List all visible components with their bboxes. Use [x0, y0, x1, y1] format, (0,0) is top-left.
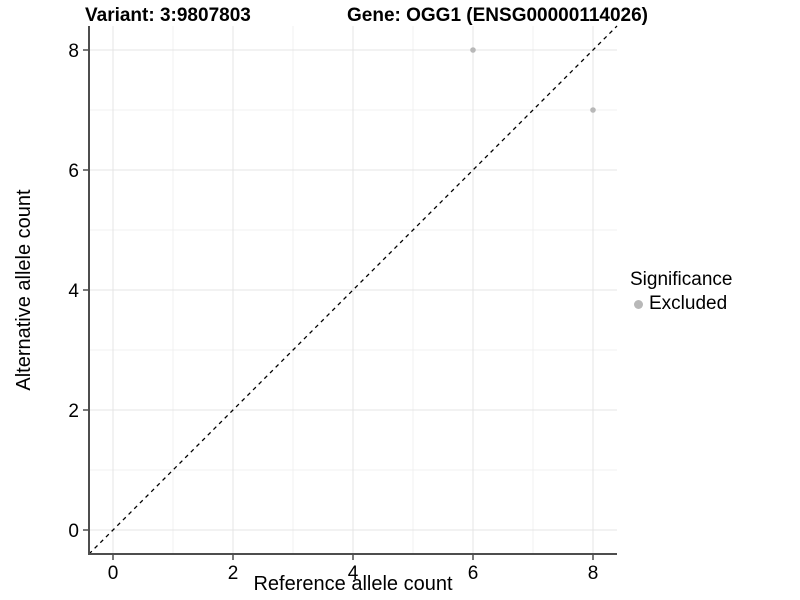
- plot-title-variant: Variant: 3:9807803: [85, 5, 251, 26]
- x-tick-label: 8: [588, 563, 599, 584]
- y-tick-label: 2: [68, 401, 79, 422]
- y-tick-label: 4: [68, 281, 79, 302]
- x-axis-title: Reference allele count: [253, 573, 453, 595]
- data-point: [590, 107, 596, 113]
- plot-title-gene: Gene: OGG1 (ENSG00000114026): [347, 5, 648, 26]
- legend-item-excluded: Excluded: [630, 292, 732, 316]
- y-tick-label: 8: [68, 41, 79, 62]
- x-tick-label: 2: [228, 563, 239, 584]
- y-axis-title: Alternative allele count: [13, 189, 35, 391]
- y-tick-label: 6: [68, 161, 79, 182]
- y-tick-label: 0: [68, 521, 79, 542]
- legend-title: Significance: [630, 269, 733, 290]
- x-tick-label: 4: [348, 563, 359, 584]
- x-tick-label: 6: [468, 563, 479, 584]
- legend-item-label: Excluded: [649, 293, 728, 314]
- legend: Significance Excluded: [630, 268, 732, 316]
- data-point: [470, 47, 476, 53]
- legend-point-icon: [634, 299, 643, 309]
- x-tick-label: 0: [108, 563, 119, 584]
